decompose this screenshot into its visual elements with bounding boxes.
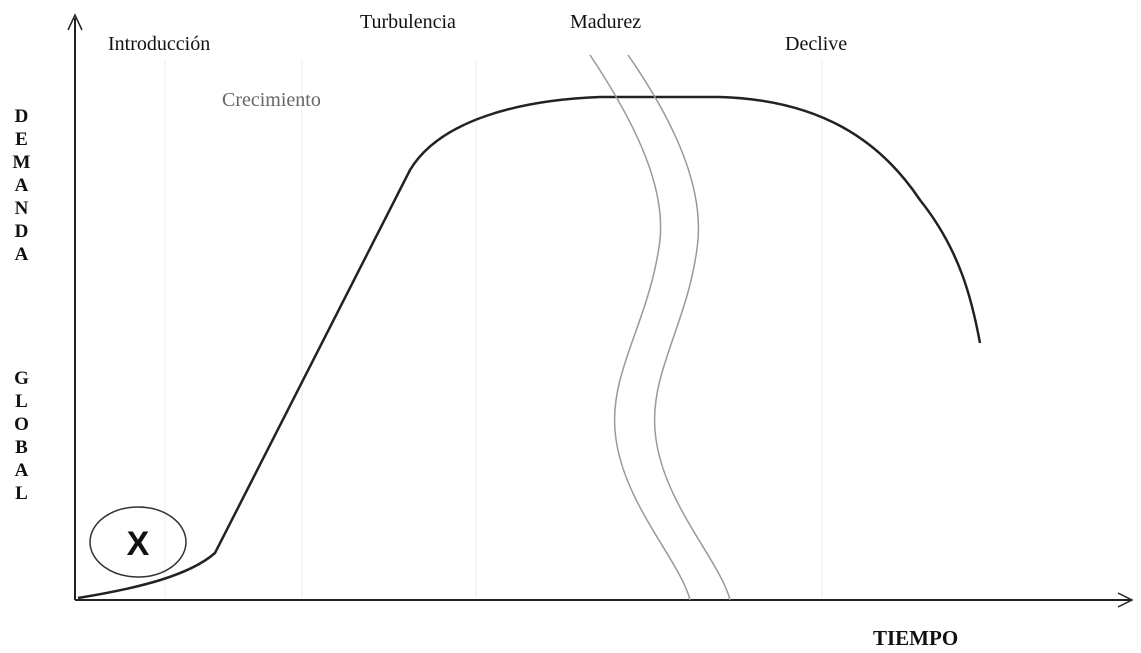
y-arrow [67, 13, 83, 31]
guides [164, 60, 823, 598]
stage-label: Crecimiento [222, 89, 321, 111]
stage-label: Madurez [570, 11, 641, 33]
break-line [589, 54, 691, 601]
break-line [627, 54, 731, 601]
stage-label: Introducción [108, 33, 210, 55]
stage-label: Turbulencia [360, 11, 456, 33]
x-axis-label: TIEMPO [873, 626, 958, 650]
life-cycle-curve [77, 95, 982, 600]
stage-label: Declive [785, 33, 847, 55]
marker-circle [89, 506, 187, 578]
y-axis-label: GLOBAL [11, 368, 32, 506]
x-arrow [1117, 592, 1134, 608]
marker: X [127, 525, 150, 563]
y-axis-label: DEMANDA [11, 106, 32, 267]
